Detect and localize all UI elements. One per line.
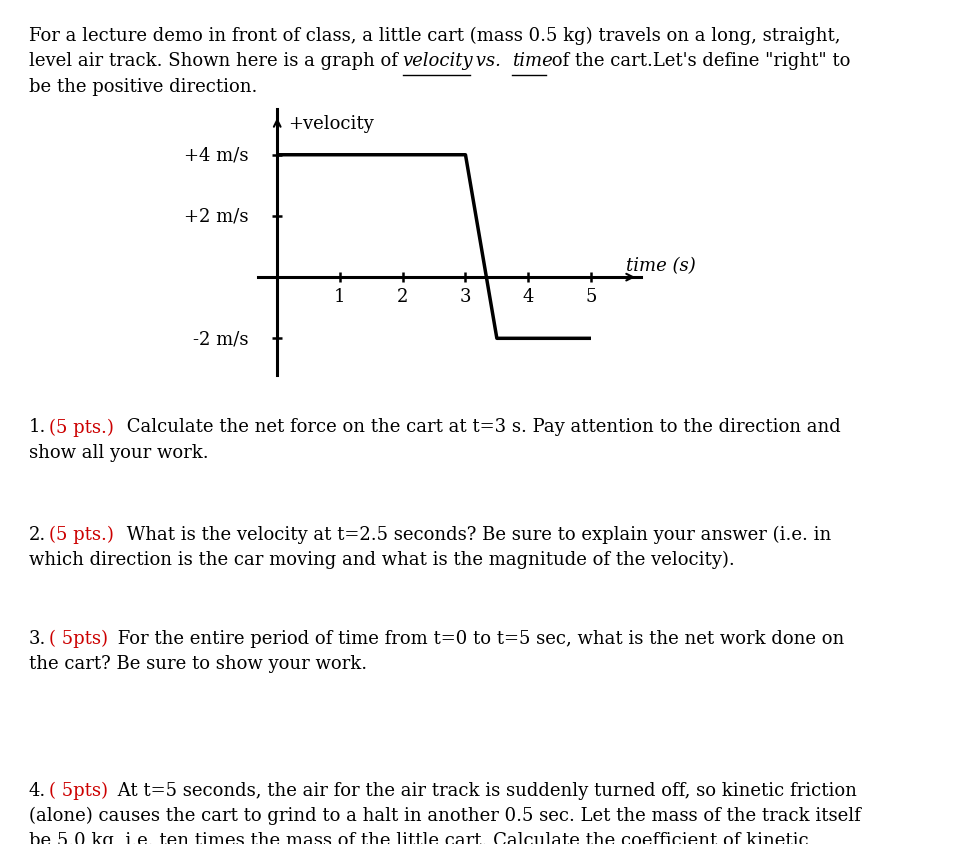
Text: level air track. Shown here is a graph of: level air track. Shown here is a graph o… xyxy=(29,52,403,70)
Text: +4 m/s: +4 m/s xyxy=(185,147,249,165)
Text: ( 5pts): ( 5pts) xyxy=(50,781,108,799)
Text: At t=5 seconds, the air for the air track is suddenly turned off, so kinetic fri: At t=5 seconds, the air for the air trac… xyxy=(112,781,857,798)
Text: What is the velocity at t=2.5 seconds? Be sure to explain your answer (i.e. in: What is the velocity at t=2.5 seconds? B… xyxy=(121,525,831,544)
Text: For the entire period of time from t=0 to t=5 sec, what is the net work done on: For the entire period of time from t=0 t… xyxy=(112,629,844,647)
Text: show all your work.: show all your work. xyxy=(29,443,209,461)
Text: time (s): time (s) xyxy=(626,257,695,275)
Text: which direction is the car moving and what is the magnitude of the velocity).: which direction is the car moving and wh… xyxy=(29,550,734,569)
Text: vs.: vs. xyxy=(470,52,506,70)
Text: time: time xyxy=(512,52,553,70)
Text: For a lecture demo in front of class, a little cart (mass 0.5 kg) travels on a l: For a lecture demo in front of class, a … xyxy=(29,27,840,46)
Text: velocity: velocity xyxy=(403,52,473,70)
Text: 2.: 2. xyxy=(29,525,46,543)
Text: -2 m/s: -2 m/s xyxy=(193,330,249,348)
Text: +velocity: +velocity xyxy=(288,115,374,133)
Text: the cart? Be sure to show your work.: the cart? Be sure to show your work. xyxy=(29,654,367,672)
Text: (alone) causes the cart to grind to a halt in another 0.5 sec. Let the mass of t: (alone) causes the cart to grind to a ha… xyxy=(29,806,860,825)
Text: Calculate the net force on the cart at t=3 s. Pay attention to the direction and: Calculate the net force on the cart at t… xyxy=(121,418,840,436)
Text: be the positive direction.: be the positive direction. xyxy=(29,78,257,95)
Text: (5 pts.): (5 pts.) xyxy=(50,418,114,436)
Text: +2 m/s: +2 m/s xyxy=(185,208,249,225)
Text: 3.: 3. xyxy=(29,629,46,647)
Text: be 5.0 kg, i.e. ten times the mass of the little cart. Calculate the coefficient: be 5.0 kg, i.e. ten times the mass of th… xyxy=(29,831,809,844)
Text: (5 pts.): (5 pts.) xyxy=(50,525,114,544)
Text: 1.: 1. xyxy=(29,418,46,436)
Text: of the cart.Let's define "right" to: of the cart.Let's define "right" to xyxy=(545,52,850,70)
Text: 4.: 4. xyxy=(29,781,46,798)
Text: ( 5pts): ( 5pts) xyxy=(50,629,108,647)
